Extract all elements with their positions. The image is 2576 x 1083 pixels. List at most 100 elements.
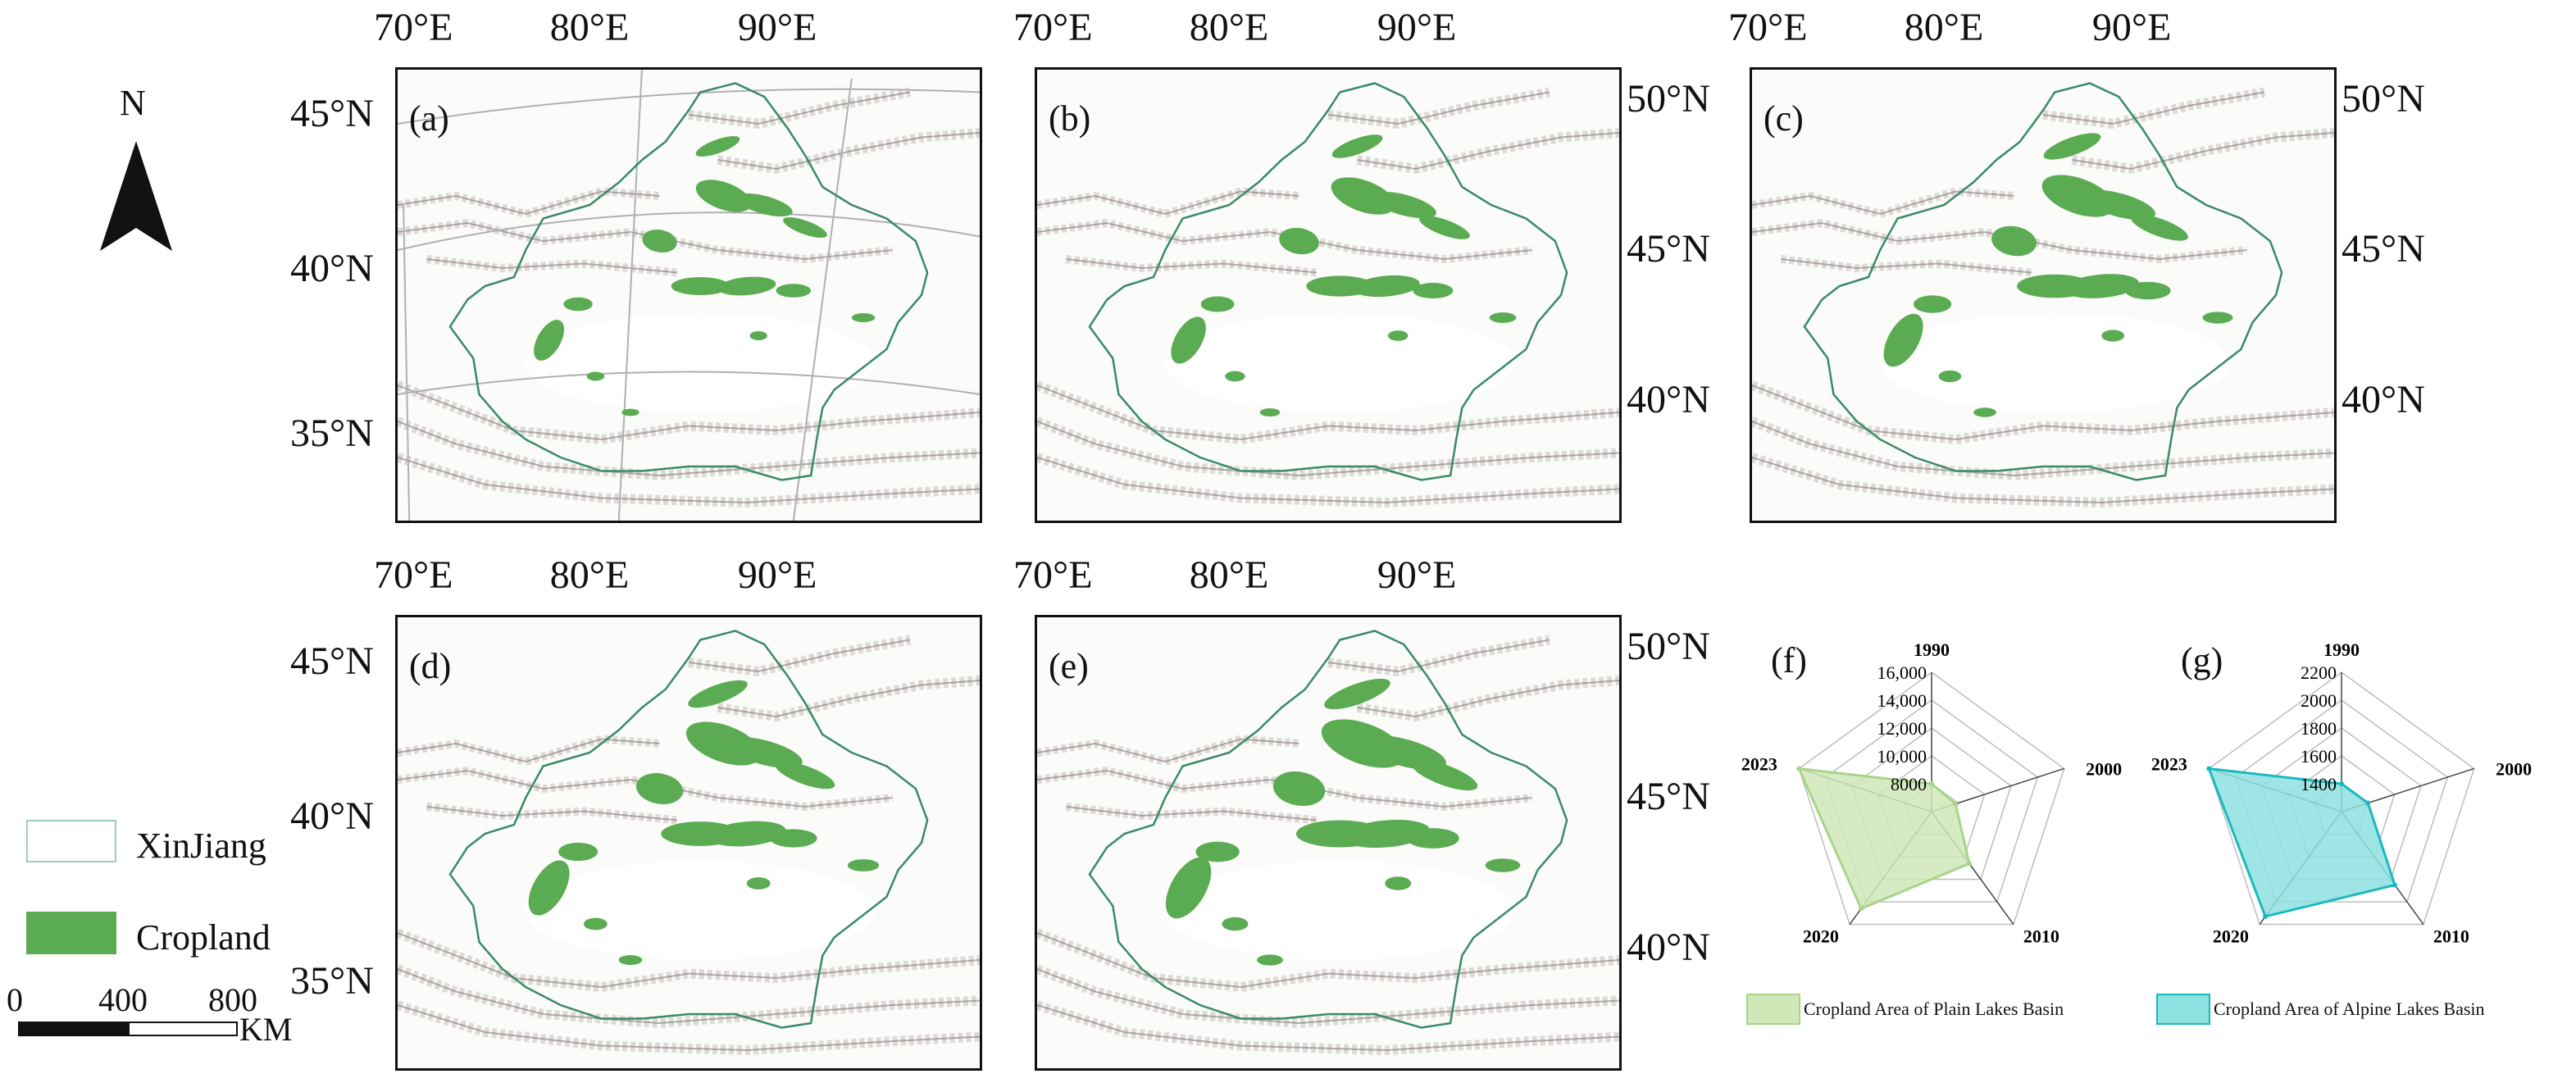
radar-tick-label: 16,000 <box>1877 662 1927 683</box>
xinjiang-boundary <box>1803 82 2283 481</box>
terrain-ridge-line <box>398 968 980 1025</box>
terrain-ridge-line <box>1781 258 2032 274</box>
terrain-ridge-line <box>1037 190 1299 216</box>
legend-xinjiang-swatch <box>26 820 116 862</box>
map-image <box>1037 82 1619 507</box>
lon-tick-label: 90°E <box>737 553 817 597</box>
terrain-ridge-line <box>398 221 893 261</box>
cropland-patch <box>2125 281 2171 300</box>
lat-tick-label: 40°N <box>290 247 374 291</box>
terrain-ridge-line <box>688 91 910 125</box>
lon-tick-label: 80°E <box>1904 6 1984 49</box>
cropland-patch <box>1171 316 1206 364</box>
cropland-patch <box>618 955 643 965</box>
terrain-ridge <box>1037 1000 1619 1055</box>
lon-tick-label: 90°E <box>2091 6 2172 49</box>
lat-tick-label: 50°N <box>2342 76 2425 121</box>
radar-axis-label: 2000 <box>2086 758 2122 779</box>
lat-tick-label: 50°N <box>1627 624 1710 668</box>
graticule <box>398 70 980 521</box>
lat-tick-label: 40°N <box>1627 925 1710 969</box>
radar-axis-label: 2000 <box>2496 758 2532 779</box>
radar-axis-label: 2020 <box>2213 926 2249 947</box>
cropland-patch <box>1331 134 1383 158</box>
cropland-patch <box>708 821 786 847</box>
terrain-ridge-line <box>1037 968 1619 1025</box>
radar-tick-label: 1800 <box>2301 718 2337 739</box>
radar-legend-label: Cropland Area of Plain Lakes Basin <box>1804 999 2064 1019</box>
cropland-patch <box>1991 225 2037 257</box>
cropland-patch <box>1279 227 1319 255</box>
cropland-patch <box>1938 370 1962 383</box>
radar-tick-label: 14,000 <box>1877 690 1927 711</box>
terrain-ridge-line <box>1752 221 2247 261</box>
terrain-ridge-line <box>398 421 980 477</box>
cropland-patch <box>563 297 593 312</box>
scale-label-0: 0 <box>7 981 23 1018</box>
terrain-ridge-line <box>717 680 980 718</box>
scale-label-800: 800 <box>208 981 257 1018</box>
scale-bar-white <box>128 1022 238 1036</box>
radar-series-area <box>2207 767 2396 918</box>
radar-point <box>1859 906 1864 912</box>
lat-tick-label: 45°N <box>1627 775 1710 819</box>
cropland-patch <box>717 276 776 296</box>
lon-tick-label: 70°E <box>374 6 453 49</box>
radar-tick-label: 1600 <box>2301 746 2337 767</box>
cropland-patch <box>1195 841 1240 862</box>
radar-ring <box>2234 699 2449 903</box>
lat-tick-label: 35°N <box>290 958 374 1003</box>
cropland-patch <box>695 136 740 157</box>
radar-axis-label: 2023 <box>2151 753 2187 774</box>
cropland-patch <box>749 331 767 340</box>
map-image <box>398 70 980 521</box>
terrain-ridge <box>398 735 660 766</box>
terrain-ridge-line <box>1357 132 1619 171</box>
panel-label: (a) <box>409 98 449 139</box>
scale-unit: KM <box>239 1011 293 1048</box>
cropland-patch <box>1272 771 1326 807</box>
cropland-patch <box>775 761 835 789</box>
terrain-ridge-line <box>1752 457 2334 504</box>
terrain-ridge-line <box>1066 806 1317 821</box>
legend-cropland-swatch <box>26 912 116 954</box>
lon-tick-label: 90°E <box>1377 6 1457 49</box>
terrain-ridge-line <box>1752 385 2334 441</box>
cropland-patch <box>1485 858 1521 872</box>
terrain-ridge <box>1752 187 2014 218</box>
scale-bar-black <box>18 1022 131 1036</box>
terrain-ridge-line <box>688 639 910 673</box>
lat-tick-label: 45°N <box>1627 227 1710 271</box>
cropland-patch <box>688 680 748 708</box>
lat-tick-label: 50°N <box>1627 76 1710 121</box>
lon-tick-label: 80°E <box>1189 6 1269 49</box>
radar-panel-label: (g) <box>2181 640 2223 680</box>
terrain-ridge <box>398 453 980 507</box>
cropland-patch <box>770 829 817 848</box>
radar-axis-label: 1990 <box>1914 639 1950 660</box>
panel-label: (c) <box>1764 98 1804 139</box>
cropland-patch <box>1257 954 1283 966</box>
scale-label-400: 400 <box>98 981 148 1018</box>
radar-point <box>1929 781 1934 786</box>
lon-tick-label: 70°E <box>1013 553 1093 597</box>
lon-tick-label: 80°E <box>549 553 630 597</box>
lon-tick-label: 70°E <box>374 553 453 597</box>
terrain-ridge-line <box>2042 91 2264 125</box>
lat-tick-label: 45°N <box>290 639 374 684</box>
map-panel-d: (d) <box>395 615 982 1071</box>
terrain-ridge-line <box>1066 258 1317 274</box>
terrain-ridge-line <box>426 806 677 821</box>
map-panel-e: (e) <box>1035 615 1622 1071</box>
map-panel-a: (a) <box>395 67 982 523</box>
lon-tick-label: 70°E <box>1013 6 1093 49</box>
cropland-patch <box>642 229 677 253</box>
radar-panel-label: (f) <box>1771 640 1807 680</box>
cropland-patch <box>1165 857 1212 919</box>
radar-legend-swatch <box>1746 994 1800 1025</box>
terrain-ridge-line <box>1037 385 1619 441</box>
terrain-ridge-line <box>2072 132 2334 171</box>
terrain-ridge-line <box>1357 680 1619 718</box>
cropland-patch <box>534 320 565 361</box>
